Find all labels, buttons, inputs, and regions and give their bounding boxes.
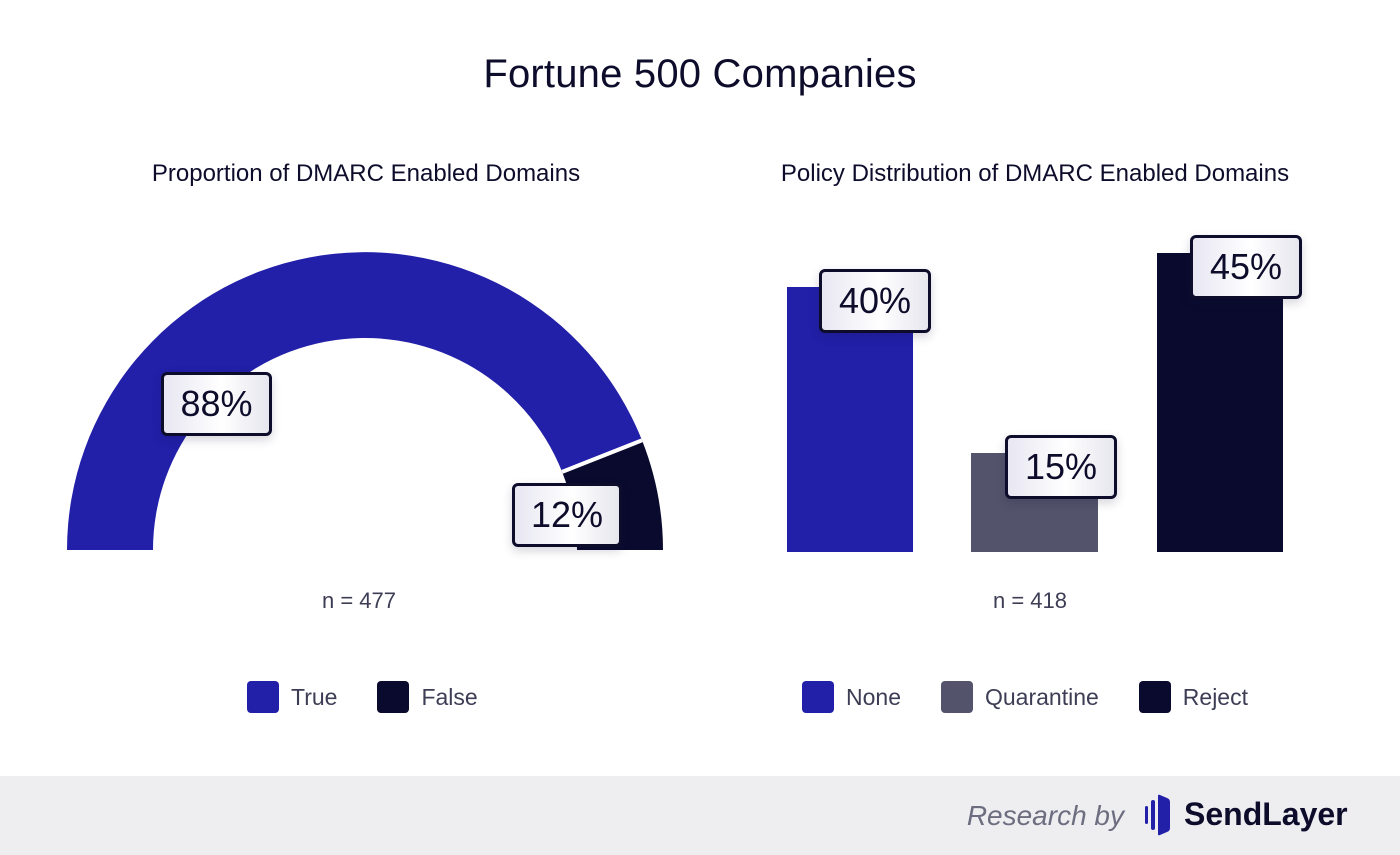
gauge-separator xyxy=(561,438,643,474)
value-badge-quarantine: 15% xyxy=(1005,435,1117,499)
legend-item-none: None xyxy=(802,681,901,713)
legend-swatch-reject xyxy=(1138,681,1171,713)
page-title: Fortune 500 Companies xyxy=(483,52,917,96)
legend-item-false: False xyxy=(377,681,478,713)
legend-item-quarantine: Quarantine xyxy=(940,681,1099,713)
value-badge-reject: 45% xyxy=(1190,235,1302,299)
bar-reject xyxy=(1157,253,1283,552)
right-sample-size: n = 418 xyxy=(993,588,1068,613)
legend-label-none: None xyxy=(846,683,901,710)
legend-swatch-none xyxy=(802,681,834,713)
gauge-true-segment xyxy=(67,252,642,550)
value-badge-false: 12% xyxy=(512,483,622,547)
legend-item-reject: Reject xyxy=(1138,681,1248,713)
left-legend: True False xyxy=(247,681,518,713)
footer: Research by SendLayer xyxy=(0,776,1400,855)
legend-item-true: True xyxy=(247,681,337,713)
research-by-label: Research by xyxy=(966,800,1124,831)
legend-label-reject: Reject xyxy=(1182,683,1248,710)
left-chart-subtitle: Proportion of DMARC Enabled Domains xyxy=(151,160,581,187)
legend-swatch-false xyxy=(377,681,410,713)
brand-name: SendLayer xyxy=(1184,796,1348,832)
legend-label-false: False xyxy=(421,683,478,710)
sendlayer-logo-icon xyxy=(1145,794,1170,836)
right-chart-subtitle: Policy Distribution of DMARC Enabled Dom… xyxy=(780,160,1290,187)
legend-label-quarantine: Quarantine xyxy=(984,683,1099,710)
legend-swatch-true xyxy=(247,681,279,713)
right-legend: None Quarantine Reject xyxy=(802,681,1288,713)
value-badge-true: 88% xyxy=(161,372,272,436)
legend-swatch-quarantine xyxy=(940,681,973,713)
left-sample-size: n = 477 xyxy=(322,588,397,613)
legend-label-true: True xyxy=(291,683,338,710)
value-badge-none: 40% xyxy=(819,269,931,333)
